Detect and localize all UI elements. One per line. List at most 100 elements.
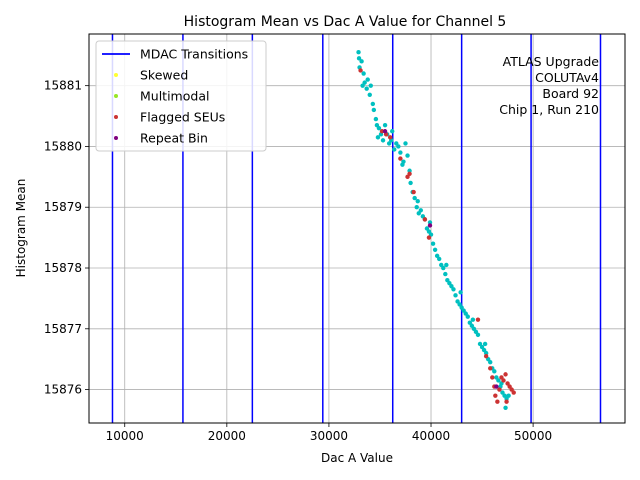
flagged-seu-point	[503, 372, 508, 377]
grid	[89, 34, 625, 423]
data-point	[443, 271, 448, 277]
flagged-seu-point	[511, 390, 516, 395]
flagged-seu-point	[398, 156, 403, 161]
x-tick-label: 40000	[412, 429, 450, 443]
flagged-seu-point	[488, 366, 493, 371]
data-point	[430, 241, 436, 246]
data-point	[360, 83, 365, 88]
flagged-seu-point	[490, 375, 495, 380]
legend-dot-marker	[114, 94, 118, 98]
plot-frame	[88, 33, 626, 424]
data-point	[401, 159, 406, 164]
data-point	[382, 122, 388, 128]
flagged-seu-point	[422, 217, 428, 222]
y-axis-label: Histogram Mean	[14, 179, 28, 278]
flagged-seu-point	[358, 68, 363, 73]
legend-dot-marker	[114, 73, 118, 77]
data-point	[465, 314, 470, 319]
flagged-seu-point	[379, 129, 385, 134]
legend-label: MDAC Transitions	[140, 47, 248, 62]
x-tick-label: 20000	[208, 429, 246, 443]
legend-label: Repeat Bin	[140, 131, 208, 146]
annotation-line-4: Chip 1, Run 210	[499, 102, 599, 117]
data-point	[415, 198, 420, 204]
legend-label: Flagged SEUs	[140, 110, 225, 125]
y-tick-label: 15879	[44, 200, 82, 214]
y-tick-label: 15877	[44, 322, 82, 336]
annotation-line-3: Board 92	[542, 86, 599, 101]
y-axis-ticks: 15876 15877 15878 15879 15880 15881	[44, 79, 89, 397]
y-tick-label: 15878	[44, 261, 82, 275]
data-point	[371, 107, 377, 113]
data-point	[356, 50, 361, 55]
data-point	[361, 71, 366, 76]
data-point	[427, 220, 433, 225]
data-point	[398, 150, 403, 155]
flagged-seu-point	[504, 399, 509, 404]
flagged-seu-point	[495, 399, 500, 404]
run-annotation: ATLAS Upgrade COLUTAv4 Board 92 Chip 1, …	[499, 54, 599, 117]
x-tick-label: 30000	[310, 429, 348, 443]
data-point	[359, 59, 364, 64]
legend-dot-marker	[114, 115, 118, 119]
data-point	[373, 116, 379, 122]
data-point	[482, 341, 488, 347]
chart-title: Histogram Mean vs Dac A Value for Channe…	[184, 14, 507, 30]
data-point	[368, 83, 373, 88]
x-tick-label: 50000	[514, 429, 552, 443]
x-axis-ticks: 10000 20000 30000 40000 50000	[106, 423, 552, 443]
legend: MDAC Transitions Skewed Multimodal Flagged …	[95, 40, 267, 152]
data-point	[407, 168, 412, 173]
repeat-bin-point	[382, 129, 388, 134]
flagged-seu-point	[411, 189, 416, 195]
flagged-seu-point	[501, 378, 506, 383]
legend-label: Skewed	[140, 68, 188, 83]
flagged-seu-point	[387, 135, 393, 140]
data-point	[412, 195, 417, 201]
data-point	[451, 287, 456, 292]
flagged-seu-point	[497, 387, 502, 392]
data-point	[441, 265, 446, 271]
data-point	[492, 369, 497, 374]
data-point	[403, 141, 408, 146]
data-point	[444, 262, 449, 268]
data-point	[418, 208, 424, 213]
data-point	[453, 293, 458, 298]
data-point	[375, 135, 381, 140]
repeat-bin-point	[427, 223, 433, 228]
flagged-seu-point	[475, 317, 481, 322]
legend-dot-marker	[114, 136, 118, 140]
y-tick-label: 15880	[44, 139, 82, 153]
data-point	[475, 332, 481, 338]
data-point	[396, 144, 401, 149]
data-point	[380, 138, 386, 143]
data-point	[408, 180, 413, 186]
legend-label: Multimodal	[140, 89, 209, 104]
x-axis-label: Dac A Value	[321, 451, 393, 465]
data-point	[392, 147, 397, 152]
flagged-seu-point	[483, 353, 489, 359]
data-point	[458, 290, 463, 295]
data-point	[503, 405, 508, 411]
flagged-seu-point	[493, 393, 498, 398]
y-tick-label: 15881	[44, 79, 82, 93]
data-point	[483, 350, 489, 356]
data-point	[414, 205, 419, 210]
annotation-line-1: ATLAS Upgrade	[503, 54, 600, 69]
data-point	[506, 393, 511, 398]
flagged-seu-point	[426, 235, 432, 240]
data-point	[436, 256, 442, 262]
annotation-line-2: COLUTAv4	[535, 70, 599, 85]
data-point	[367, 92, 372, 97]
data-point	[365, 77, 370, 82]
y-tick-label: 15876	[44, 383, 82, 397]
data-point	[496, 378, 501, 383]
data-point	[370, 101, 376, 107]
data-point	[356, 56, 362, 61]
data-point	[390, 129, 395, 134]
data-point	[405, 153, 410, 158]
data-point	[470, 317, 476, 322]
flagged-seu-point	[407, 171, 412, 176]
data-point	[364, 86, 369, 91]
x-tick-label: 10000	[106, 429, 144, 443]
